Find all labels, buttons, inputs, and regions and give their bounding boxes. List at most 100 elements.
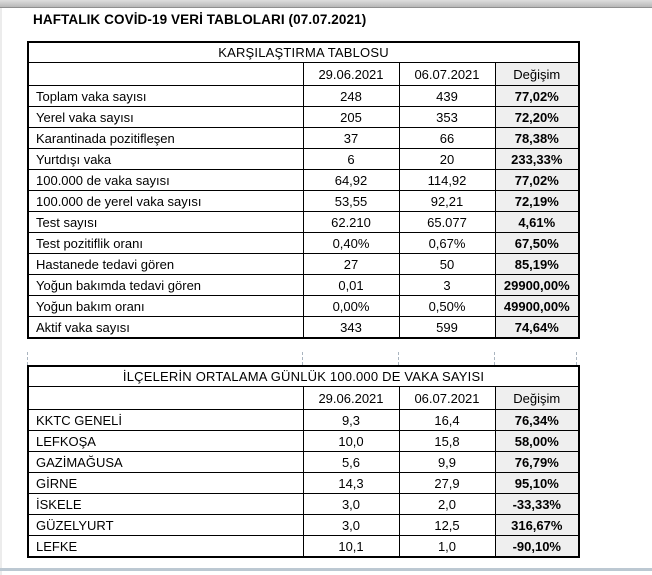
value-date-2: 92,21 (398, 190, 496, 212)
change-value: 85,19% (494, 253, 580, 275)
column-header-empty (27, 62, 304, 86)
row-label: Karantinada pozitifleşen (27, 127, 304, 149)
window-left-edge (0, 8, 2, 575)
column-header-change: Değişim (494, 386, 580, 410)
value-date-1: 10,0 (302, 430, 400, 452)
row-label: Yerel vaka sayısı (27, 106, 304, 128)
row-label: Hastanede tedavi gören (27, 253, 304, 275)
row-label: Yoğun bakımda tedavi gören (27, 274, 304, 296)
row-label: Yoğun bakım oranı (27, 295, 304, 317)
change-value: 49900,00% (494, 295, 580, 317)
table-row: LEFKE 10,1 1,0 -90,10% (27, 535, 580, 558)
column-header-date-2: 06.07.2021 (398, 62, 496, 86)
change-value: 29900,00% (494, 274, 580, 296)
table-row: GAZİMAĞUSA 5,6 9,9 76,79% (27, 451, 580, 473)
value-date-1: 9,3 (302, 409, 400, 431)
value-date-2: 0,67% (398, 232, 496, 254)
table-title: İLÇELERİN ORTALAMA GÜNLÜK 100.000 DE VAK… (27, 365, 580, 387)
change-value: 77,02% (494, 169, 580, 191)
table-row: Aktif vaka sayısı 343 599 74,64% (27, 316, 580, 339)
page-title: HAFTALIK COVİD-19 VERİ TABLOLARI (07.07.… (33, 12, 367, 27)
row-label: KKTC GENELİ (27, 409, 304, 431)
value-date-2: 439 (398, 85, 496, 107)
value-date-2: 353 (398, 106, 496, 128)
value-date-2: 2,0 (398, 493, 496, 515)
value-date-1: 27 (302, 253, 400, 275)
spreadsheet-gridline-dashes (27, 352, 578, 365)
gridline-dash (576, 352, 577, 365)
gridline-dash (398, 352, 399, 365)
column-header-empty (27, 386, 304, 410)
value-date-2: 599 (398, 316, 496, 339)
value-date-1: 0,01 (302, 274, 400, 296)
value-date-2: 15,8 (398, 430, 496, 452)
value-date-2: 12,5 (398, 514, 496, 536)
value-date-1: 5,6 (302, 451, 400, 473)
row-label: Aktif vaka sayısı (27, 316, 304, 339)
change-value: 76,34% (494, 409, 580, 431)
value-date-2: 114,92 (398, 169, 496, 191)
table-header-row: 29.06.2021 06.07.2021 Değişim (27, 386, 580, 410)
change-value: 58,00% (494, 430, 580, 452)
value-date-2: 65.077 (398, 211, 496, 233)
value-date-2: 66 (398, 127, 496, 149)
value-date-2: 1,0 (398, 535, 496, 558)
row-label: Yurtdışı vaka (27, 148, 304, 170)
table-header-row: 29.06.2021 06.07.2021 Değişim (27, 62, 580, 86)
value-date-1: 64,92 (302, 169, 400, 191)
table-row: GÜZELYURT 3,0 12,5 316,67% (27, 514, 580, 536)
row-label: GÜZELYURT (27, 514, 304, 536)
change-value: 72,20% (494, 106, 580, 128)
value-date-1: 3,0 (302, 493, 400, 515)
table-title-row: KARŞILAŞTIRMA TABLOSU (27, 41, 580, 63)
value-date-2: 50 (398, 253, 496, 275)
value-date-1: 0,00% (302, 295, 400, 317)
row-label: 100.000 de yerel vaka sayısı (27, 190, 304, 212)
value-date-1: 37 (302, 127, 400, 149)
table-row: Toplam vaka sayısı 248 439 77,02% (27, 85, 580, 107)
window-top-bar (0, 0, 652, 8)
column-header-change: Değişim (494, 62, 580, 86)
table-row: Yerel vaka sayısı 205 353 72,20% (27, 106, 580, 128)
districts-table: İLÇELERİN ORTALAMA GÜNLÜK 100.000 DE VAK… (27, 365, 581, 558)
value-date-1: 3,0 (302, 514, 400, 536)
value-date-1: 14,3 (302, 472, 400, 494)
table-row: Yurtdışı vaka 6 20 233,33% (27, 148, 580, 170)
row-label: Toplam vaka sayısı (27, 85, 304, 107)
row-label: Test sayısı (27, 211, 304, 233)
row-label: GİRNE (27, 472, 304, 494)
table-title: KARŞILAŞTIRMA TABLOSU (27, 41, 580, 63)
table-row: Test sayısı 62.210 65.077 4,61% (27, 211, 580, 233)
change-value: -33,33% (494, 493, 580, 515)
value-date-1: 62.210 (302, 211, 400, 233)
change-value: 78,38% (494, 127, 580, 149)
change-value: 74,64% (494, 316, 580, 339)
table-row: LEFKOŞA 10,0 15,8 58,00% (27, 430, 580, 452)
table-row: 100.000 de vaka sayısı 64,92 114,92 77,02% (27, 169, 580, 191)
value-date-1: 6 (302, 148, 400, 170)
table-row: KKTC GENELİ 9,3 16,4 76,34% (27, 409, 580, 431)
table-row: 100.000 de yerel vaka sayısı 53,55 92,21 72… (27, 190, 580, 212)
change-value: 77,02% (494, 85, 580, 107)
table-row: İSKELE 3,0 2,0 -33,33% (27, 493, 580, 515)
value-date-2: 20 (398, 148, 496, 170)
table-row: Yoğun bakımda tedavi gören 0,01 3 29900,00% (27, 274, 580, 296)
value-date-1: 53,55 (302, 190, 400, 212)
row-label: GAZİMAĞUSA (27, 451, 304, 473)
value-date-1: 0,40% (302, 232, 400, 254)
change-value: 67,50% (494, 232, 580, 254)
value-date-1: 10,1 (302, 535, 400, 558)
bottom-divider-line (0, 568, 652, 571)
row-label: 100.000 de vaka sayısı (27, 169, 304, 191)
value-date-1: 343 (302, 316, 400, 339)
value-date-1: 248 (302, 85, 400, 107)
table-row: Yoğun bakım oranı 0,00% 0,50% 49900,00% (27, 295, 580, 317)
row-label: Test pozitiflik oranı (27, 232, 304, 254)
table-row: Test pozitiflik oranı 0,40% 0,67% 67,50% (27, 232, 580, 254)
value-date-2: 0,50% (398, 295, 496, 317)
change-value: 233,33% (494, 148, 580, 170)
gridline-dash (494, 352, 495, 365)
table-title-row: İLÇELERİN ORTALAMA GÜNLÜK 100.000 DE VAK… (27, 365, 580, 387)
gridline-dash (302, 352, 303, 365)
column-header-date-1: 29.06.2021 (302, 62, 400, 86)
